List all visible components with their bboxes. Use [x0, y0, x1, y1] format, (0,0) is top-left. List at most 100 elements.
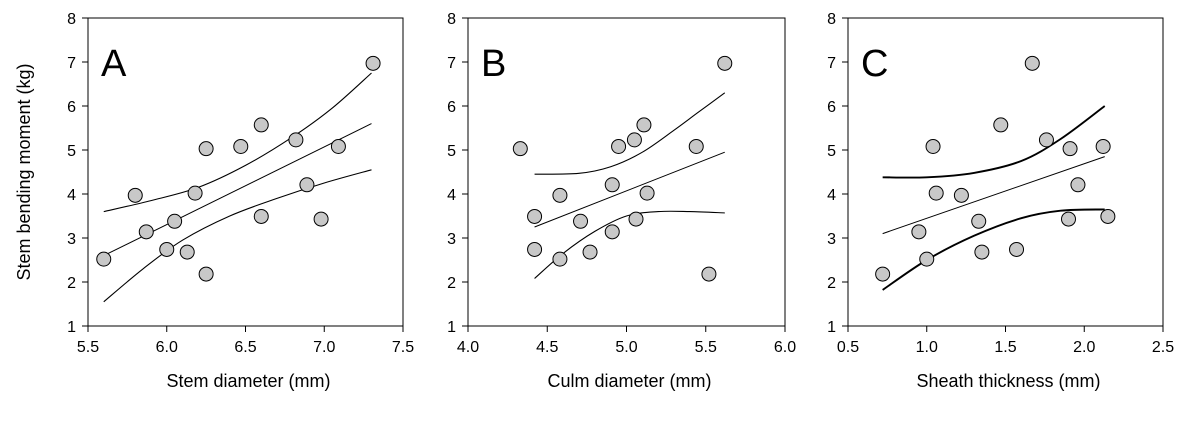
panel-stem-diameter-data-point	[159, 241, 175, 257]
panel-sheath-thickness: 1 2 3 4 5 6 7 8 0.5 1.0 1.5 2.0 2.5 Sheath thickness …	[827, 11, 1174, 391]
panel-culm-diameter-data-point	[626, 132, 642, 148]
panel-culm-diameter-data-point	[512, 141, 528, 157]
panel-sheath-thickness-confidence-upper	[882, 105, 1106, 179]
panel-sheath-thickness-x-tick-label: 1.5	[994, 339, 1016, 356]
panel-culm-diameter-y-tick-label: 5	[447, 143, 456, 160]
panel-sheath-thickness-frame	[847, 17, 1164, 327]
panel-stem-diameter-data-point	[127, 187, 143, 203]
panel-culm-diameter-y-tick-label: 3	[447, 231, 456, 248]
panel-culm-diameter-data-point	[636, 117, 652, 133]
panel-sheath-thickness-data-point	[1062, 141, 1078, 157]
panel-stem-diameter-data-point	[253, 117, 269, 133]
panel-culm-diameter-x-tick-label: 5.5	[695, 339, 717, 356]
panel-stem-diameter-confidence-lower	[103, 169, 372, 303]
panel-culm-diameter-frame	[467, 17, 786, 327]
panel-culm-diameter-data-point	[611, 138, 627, 154]
panel-sheath-thickness-data-point	[1024, 55, 1040, 71]
panel-culm-diameter-panel-letter: B	[481, 43, 506, 85]
panel-stem-diameter-x-tick-label: 7.0	[313, 339, 335, 356]
panel-culm-diameter-y-tick-label: 8	[447, 11, 456, 28]
panel-stem-diameter-data-point	[138, 224, 154, 240]
panel-stem-diameter-panel-letter: A	[101, 43, 127, 85]
panel-sheath-thickness-y-tick-label: 6	[827, 99, 836, 116]
panel-stem-diameter-y-tick-label: 3	[67, 231, 76, 248]
panel-culm-diameter-y-tick-label: 1	[447, 319, 456, 336]
panel-culm-diameter-data-point	[552, 251, 568, 267]
panel-sheath-thickness-data-point	[1100, 208, 1116, 224]
panel-sheath-thickness-x-tick-label: 1.0	[916, 339, 938, 356]
panel-sheath-thickness-y-tick-label: 1	[827, 319, 836, 336]
panel-stem-diameter-x-axis-label: Stem diameter (mm)	[166, 371, 330, 391]
panel-stem-diameter-x-tick-label: 6.5	[234, 339, 256, 356]
panel-culm-diameter-y-tick-label: 7	[447, 55, 456, 72]
panel-sheath-thickness-data-point	[953, 187, 969, 203]
y-axis-label: Stem bending moment (kg)	[14, 63, 34, 280]
panel-sheath-thickness-data-point	[919, 251, 935, 267]
panel-stem-diameter-data-point	[365, 55, 381, 71]
panel-stem-diameter-data-point	[330, 138, 346, 154]
panel-stem-diameter-y-tick-label: 8	[67, 11, 76, 28]
panel-stem-diameter-data-point	[198, 141, 214, 157]
panel-sheath-thickness-x-tick-label: 2.5	[1152, 339, 1174, 356]
panel-culm-diameter-data-point	[582, 244, 598, 260]
panel-stem-diameter-data-point	[167, 213, 183, 229]
panel-culm-diameter-x-tick-label: 4.5	[536, 339, 558, 356]
panel-stem-diameter-x-tick-label: 6.0	[156, 339, 178, 356]
panel-culm-diameter-data-point	[717, 55, 733, 71]
panel-stem-diameter-data-point	[198, 266, 214, 282]
panel-stem-diameter-frame	[87, 17, 404, 327]
panel-stem-diameter-x-tick-label: 5.5	[77, 339, 99, 356]
panel-stem-diameter-data-point	[96, 251, 112, 267]
panel-sheath-thickness-data-point	[1061, 211, 1076, 227]
panel-stem-diameter-y-tick-label: 1	[67, 319, 76, 336]
panel-stem-diameter-data-point	[288, 132, 304, 148]
panel-sheath-thickness-y-tick-label: 8	[827, 11, 836, 28]
panel-culm-diameter-data-point	[573, 213, 589, 229]
panel-stem-diameter-data-point	[313, 211, 329, 227]
panel-culm-diameter-y-tick-label: 6	[447, 99, 456, 116]
panel-culm-diameter-data-point	[628, 211, 644, 227]
panel-sheath-thickness-y-tick-label: 3	[827, 231, 836, 248]
panel-culm-diameter-x-tick-label: 5.0	[615, 339, 637, 356]
panel-stem-diameter: 1 2 3 4 5 6 7 8 5.5 6.0 6.5 7.0 7.5 Stem diameter (mm…	[67, 11, 414, 391]
panel-stem-diameter-data-point	[253, 208, 269, 224]
panel-stem-diameter-data-point	[233, 138, 249, 154]
panel-culm-diameter-data-point	[604, 224, 620, 240]
panel-culm-diameter-data-point	[527, 208, 543, 224]
panel-sheath-thickness-x-tick-label: 2.0	[1073, 339, 1095, 356]
panel-sheath-thickness-data-point	[974, 244, 990, 260]
panel-sheath-thickness-y-tick-label: 4	[827, 187, 836, 204]
panel-stem-diameter-x-tick-label: 7.5	[392, 339, 414, 356]
panel-stem-diameter-y-tick-label: 4	[67, 187, 76, 204]
panel-culm-diameter-data-point	[527, 241, 543, 257]
panel-sheath-thickness-data-point	[1038, 132, 1054, 148]
panel-stem-diameter-data-point	[187, 185, 203, 201]
panels: 1 2 3 4 5 6 7 8 5.5 6.0 6.5 7.0 7.5 Stem diameter (mm…	[67, 11, 1174, 391]
panel-culm-diameter-y-tick-label: 2	[447, 275, 456, 292]
panel-stem-diameter-y-tick-label: 5	[67, 143, 76, 160]
panel-culm-diameter-data-point	[604, 177, 620, 193]
panel-sheath-thickness-data-point	[928, 185, 944, 201]
panel-sheath-thickness-y-tick-label: 7	[827, 55, 836, 72]
panel-stem-diameter-confidence-upper	[103, 72, 372, 213]
panel-culm-diameter-confidence-upper	[534, 92, 726, 175]
panel-sheath-thickness-data-point	[925, 138, 941, 154]
panel-sheath-thickness-data-point	[1095, 138, 1111, 154]
panel-culm-diameter-data-point	[639, 185, 655, 201]
panel-culm-diameter: 1 2 3 4 5 6 7 8 4.0 4.5 5.0 5.5 6.0 Culm diameter (mm…	[447, 11, 796, 391]
panel-sheath-thickness-data-point	[911, 224, 927, 240]
panel-sheath-thickness-data-point	[1009, 241, 1025, 257]
panel-sheath-thickness-y-tick-label: 5	[827, 143, 836, 160]
panel-sheath-thickness-data-point	[971, 213, 987, 229]
panel-sheath-thickness-x-tick-label: 0.5	[837, 339, 859, 356]
panel-stem-diameter-y-tick-label: 2	[67, 275, 76, 292]
panel-stem-diameter-y-tick-label: 6	[67, 99, 76, 116]
panel-culm-diameter-data-point	[552, 187, 568, 203]
panel-sheath-thickness-data-point	[1070, 177, 1086, 193]
panel-culm-diameter-x-tick-label: 4.0	[457, 339, 479, 356]
panel-stem-diameter-y-tick-label: 7	[67, 55, 76, 72]
panel-stem-diameter-data-point	[179, 244, 195, 260]
panel-sheath-thickness-regression-line	[882, 156, 1105, 235]
panel-culm-diameter-x-axis-label: Culm diameter (mm)	[547, 371, 711, 391]
